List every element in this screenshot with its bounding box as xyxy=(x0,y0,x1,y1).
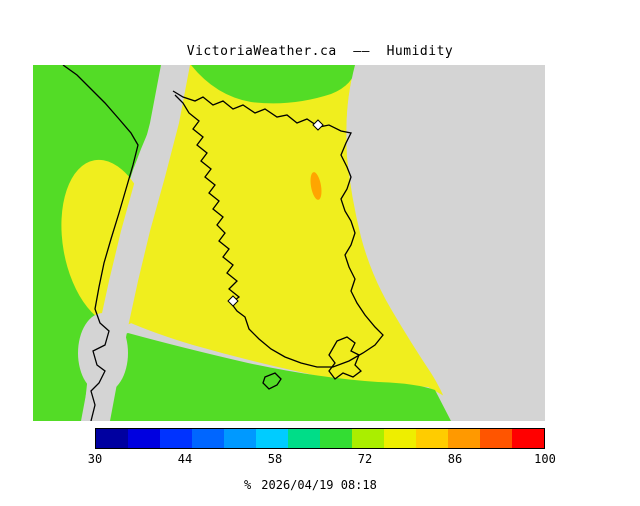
colorbar-segment xyxy=(416,429,448,448)
station-marker-icon xyxy=(227,295,239,307)
island-outline xyxy=(262,372,282,390)
island-outline xyxy=(328,336,362,380)
sea-inlet-region xyxy=(78,313,128,393)
colorbar-segment xyxy=(448,429,480,448)
colorbar-tick-label: 44 xyxy=(177,452,193,466)
page-title: VictoriaWeather.ca —— Humidity xyxy=(186,44,454,59)
colorbar-segment xyxy=(480,429,512,448)
colorbar-segment xyxy=(320,429,352,448)
colorbar-segment xyxy=(224,429,256,448)
colorbar-segment xyxy=(160,429,192,448)
colorbar-segments xyxy=(96,429,544,448)
green-bottom-region xyxy=(85,333,451,421)
colorbar-segment xyxy=(192,429,224,448)
station-marker-icon xyxy=(312,119,324,131)
humidity-map xyxy=(33,65,545,421)
colorbar-tick-label: 58 xyxy=(267,452,283,466)
coastline-peninsula xyxy=(172,90,384,368)
colorbar-segment xyxy=(512,429,544,448)
coastline-west xyxy=(62,65,139,421)
colorbar-ticks: 30 44 58 72 86 100 xyxy=(88,452,556,466)
colorbar-segment xyxy=(352,429,384,448)
footer-label: % 2026/04/19 08:18 xyxy=(71,464,521,506)
colorbar-tick-label: 30 xyxy=(87,452,103,466)
sea-right-region xyxy=(346,65,545,421)
colorbar-tick-label: 86 xyxy=(447,452,463,466)
timestamp-label: 2026/04/19 08:18 xyxy=(261,478,377,492)
colorbar-segment xyxy=(96,429,128,448)
colorbar-segment xyxy=(256,429,288,448)
colorbar-segment xyxy=(128,429,160,448)
colorbar xyxy=(95,428,545,449)
green-cap-region xyxy=(191,65,357,104)
colorbar-tick-label: 100 xyxy=(534,452,556,466)
unit-label: % xyxy=(244,478,252,492)
orange-spot-region xyxy=(310,172,322,200)
colorbar-segment xyxy=(384,429,416,448)
yellow-central-region xyxy=(124,65,453,401)
colorbar-tick-label: 72 xyxy=(357,452,373,466)
colorbar-segment xyxy=(288,429,320,448)
weather-map-page: VictoriaWeather.ca —— Humidity xyxy=(33,44,556,492)
